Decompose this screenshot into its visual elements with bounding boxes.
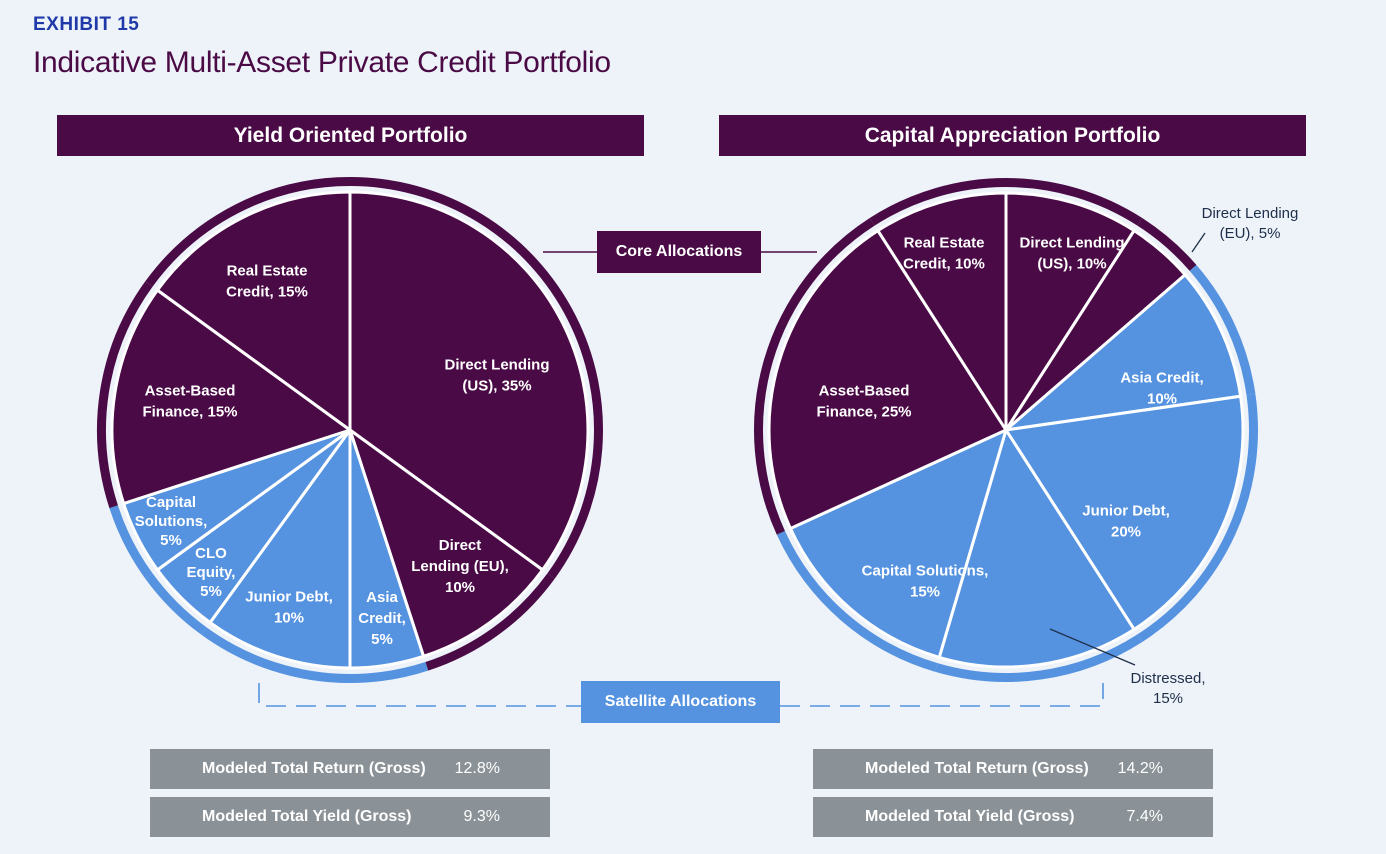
satellite-allocations-tag: Satellite Allocations xyxy=(581,681,780,723)
pie-slice xyxy=(110,288,352,506)
pie-slice xyxy=(1004,394,1245,631)
pie-slice xyxy=(1004,273,1243,432)
slice-label: Asia Credit, 5% xyxy=(358,589,406,648)
leader-line xyxy=(1191,232,1206,253)
slice-label: Direct Lending (EU), 10% xyxy=(411,537,509,596)
rim-arc-satellite xyxy=(1189,264,1256,396)
core-allocations-tag: Core Allocations xyxy=(597,231,761,273)
slice-label: Asset-Based Finance, 25% xyxy=(816,383,911,421)
rim-arc-core xyxy=(97,281,153,509)
pie-slice xyxy=(788,428,1008,659)
stat-label: Modeled Total Yield (Gross) xyxy=(202,808,412,825)
pie-slice xyxy=(1004,191,1136,432)
rim-arc-core xyxy=(145,177,351,287)
stat-value: 12.8% xyxy=(454,760,500,777)
stat-label: Modeled Total Yield (Gross) xyxy=(865,808,1075,825)
rim-arc-core xyxy=(1137,218,1197,271)
pie-slice xyxy=(208,428,352,670)
stat-value: 7.4% xyxy=(1126,808,1163,825)
stat-value: 9.3% xyxy=(463,808,500,825)
rim-arc-core xyxy=(425,573,555,671)
slice-label: Capital Solutions, 5% xyxy=(135,494,208,549)
pie-slice xyxy=(348,190,590,572)
stat-value: 14.2% xyxy=(1117,760,1163,777)
pie-slice xyxy=(937,428,1136,669)
slice-label: Direct Lending (US), 10% xyxy=(1019,235,1124,273)
slice-label: Real Estate Credit, 15% xyxy=(226,263,308,301)
yield-total-return-row: Modeled Total Return (Gross) 12.8% xyxy=(150,749,550,789)
rim-arc-satellite xyxy=(935,634,1143,682)
exhibit-label: EXHIBIT 15 xyxy=(33,14,140,35)
rim-arc-satellite xyxy=(109,505,153,579)
pie-slice xyxy=(348,428,545,658)
rim-arc-satellite xyxy=(1137,394,1258,642)
pie-slice xyxy=(155,190,352,432)
rim-arc-satellite xyxy=(145,573,207,635)
capital-portfolio-title: Capital Appreciation Portfolio xyxy=(719,115,1306,156)
rim-arc-satellite xyxy=(776,530,938,672)
slice-label: Asset-Based Finance, 15% xyxy=(142,383,237,421)
pie-slice xyxy=(876,191,1008,432)
pie-slice xyxy=(767,229,1008,530)
rim-arc-core xyxy=(349,177,603,579)
stat-label: Modeled Total Return (Gross) xyxy=(865,760,1089,777)
rim-arc-satellite xyxy=(201,627,351,683)
slice-label: Capital Solutions, 15% xyxy=(862,563,989,601)
satellite-bracket xyxy=(780,683,1104,707)
slice-label-external: Distressed, 15% xyxy=(1130,670,1205,707)
capital-total-return-row: Modeled Total Return (Gross) 14.2% xyxy=(813,749,1213,789)
slice-label: Junior Debt, 10% xyxy=(245,589,333,627)
slice-label: CLO Equity, 5% xyxy=(187,545,236,600)
slice-label-external: Direct Lending (EU), 5% xyxy=(1202,205,1299,242)
leader-line xyxy=(1049,628,1136,666)
slice-label: Real Estate Credit, 10% xyxy=(903,235,985,273)
capital-total-yield-row: Modeled Total Yield (Gross) 7.4% xyxy=(813,797,1213,837)
slice-label: Asia Credit, 10% xyxy=(1120,370,1203,408)
satellite-bracket xyxy=(258,683,581,707)
rim-arc-satellite xyxy=(349,662,429,683)
slice-label: Direct Lending (US), 35% xyxy=(444,357,549,395)
yield-total-yield-row: Modeled Total Yield (Gross) 9.3% xyxy=(150,797,550,837)
rim-arc-core xyxy=(754,218,875,535)
rim-arc-core xyxy=(869,178,1007,226)
page-title: Indicative Multi-Asset Private Credit Po… xyxy=(33,46,611,79)
slice-label: Junior Debt, 20% xyxy=(1082,503,1170,541)
yield-portfolio-title: Yield Oriented Portfolio xyxy=(57,115,644,156)
stat-label: Modeled Total Return (Gross) xyxy=(202,760,426,777)
rim-arc-core xyxy=(1005,178,1143,226)
